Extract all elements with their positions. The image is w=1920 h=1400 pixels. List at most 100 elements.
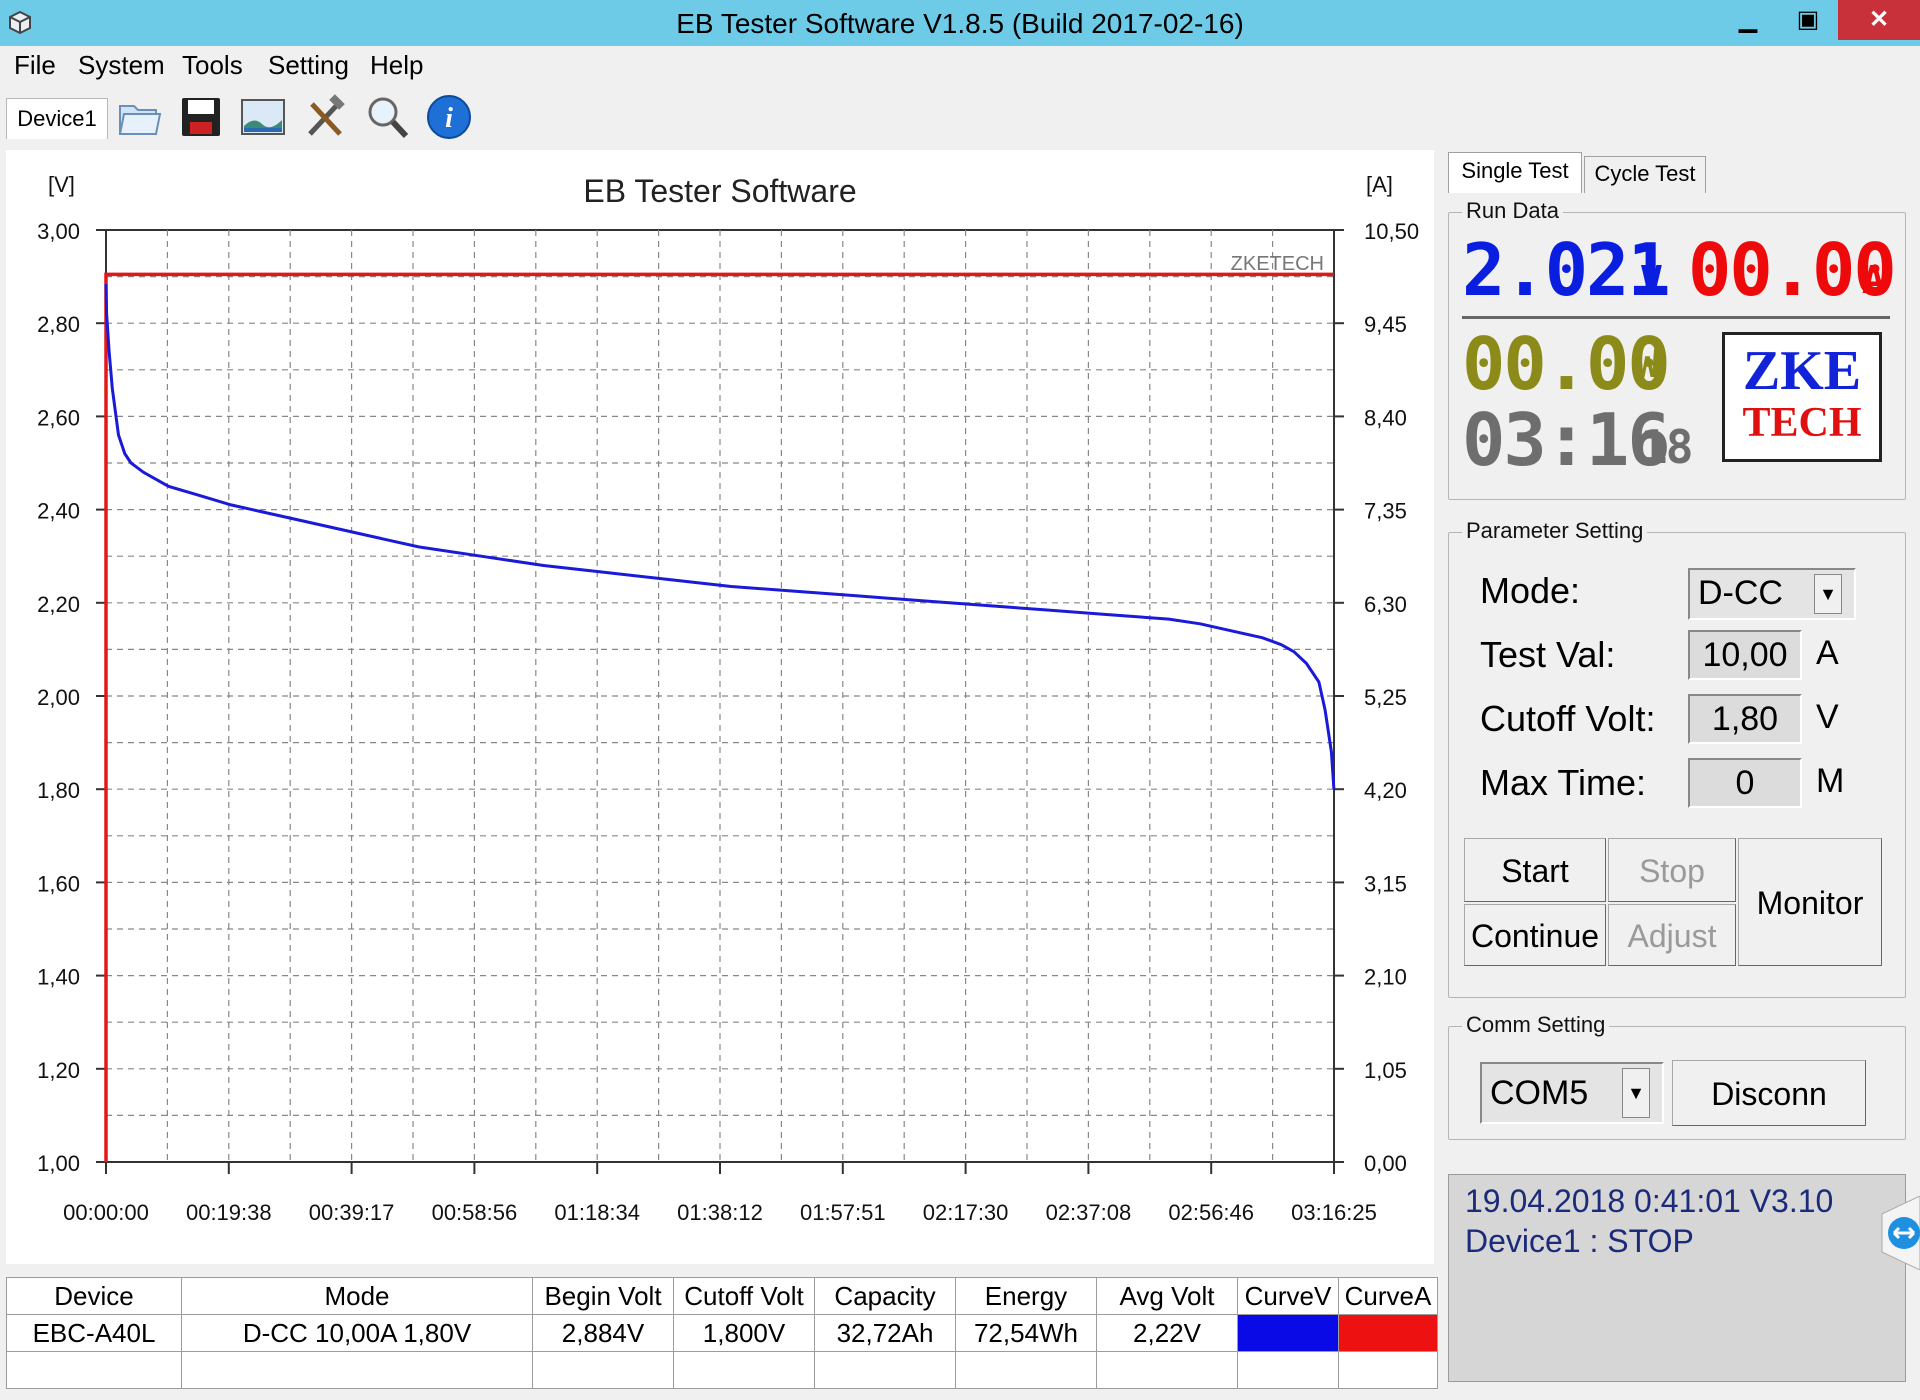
power-display: 00.00 xyxy=(1462,322,1671,406)
image-icon[interactable] xyxy=(238,92,288,142)
max-time-unit: M xyxy=(1816,762,1845,800)
logo-line-1: ZKE xyxy=(1742,340,1862,402)
cell-capacity: 32,72Ah xyxy=(814,1314,956,1352)
table-row-empty xyxy=(6,1351,1438,1389)
empty-cell xyxy=(1237,1351,1339,1389)
voltage-display: 2.021 xyxy=(1462,228,1671,312)
curve-a-color-swatch[interactable] xyxy=(1338,1314,1438,1352)
menu-setting[interactable]: Setting xyxy=(268,50,349,80)
app-icon xyxy=(9,10,31,35)
tab-cycle-test[interactable]: Cycle Test xyxy=(1584,156,1706,193)
header-capacity: Capacity xyxy=(814,1277,956,1315)
info-icon[interactable]: i xyxy=(424,92,474,142)
continue-button[interactable]: Continue xyxy=(1464,904,1606,966)
empty-cell xyxy=(532,1351,674,1389)
y-left-tick-label: 1,00 xyxy=(37,1151,80,1176)
start-button[interactable]: Start xyxy=(1464,838,1606,902)
table-header-row: Device Mode Begin Volt Cutoff Volt Capac… xyxy=(6,1277,1438,1315)
zketech-logo: ZKE TECH xyxy=(1722,332,1882,462)
minimize-button[interactable]: ▁ xyxy=(1738,6,1758,33)
y-left-tick-label: 2,80 xyxy=(37,312,80,337)
cutoff-volt-label: Cutoff Volt: xyxy=(1480,698,1656,739)
chart-watermark: ZKETECH xyxy=(1231,253,1324,275)
logo-line-2: TECH xyxy=(1742,400,1862,446)
max-time-field[interactable]: 0 xyxy=(1688,758,1802,808)
voltage-unit: V xyxy=(1640,258,1663,302)
cell-cutoff-volt: 1,800V xyxy=(673,1314,815,1352)
mode-label: Mode: xyxy=(1480,570,1581,611)
adjust-button[interactable]: Adjust xyxy=(1608,904,1736,966)
x-tick-label: 03:16:25 xyxy=(1291,1200,1377,1225)
menu-system[interactable]: System xyxy=(78,50,165,80)
y-left-tick-label: 1,40 xyxy=(37,965,80,990)
header-device: Device xyxy=(6,1277,182,1315)
monitor-button[interactable]: Monitor xyxy=(1738,838,1882,966)
y-right-tick-label: 0,00 xyxy=(1364,1151,1407,1176)
menu-bar: File System Tools Setting Help xyxy=(0,46,1920,86)
chart-panel: 3,00 2,80 2,60 2,40 2,20 2,00 1,80 1,60 1,40 1,20… xyxy=(6,150,1434,1264)
folder-icon[interactable] xyxy=(114,92,164,142)
max-time-label: Max Time: xyxy=(1480,762,1647,803)
empty-cell xyxy=(181,1351,533,1389)
menu-tools[interactable]: Tools xyxy=(182,50,243,80)
device-tab[interactable]: Device1 xyxy=(6,98,108,139)
tab-single-test[interactable]: Single Test xyxy=(1448,152,1582,193)
y-right-tick-label: 9,45 xyxy=(1364,312,1407,337)
disconnect-button[interactable]: Disconn xyxy=(1672,1060,1866,1126)
y-right-tick-label: 3,15 xyxy=(1364,871,1407,896)
x-tick-label: 00:19:38 xyxy=(186,1200,272,1225)
y-right-tick-label: 4,20 xyxy=(1364,778,1407,803)
stop-button[interactable]: Stop xyxy=(1608,838,1736,902)
empty-cell xyxy=(1096,1351,1238,1389)
current-display: 00.00 xyxy=(1688,228,1897,312)
mode-dropdown-arrow-icon[interactable]: ▼ xyxy=(1814,574,1842,614)
menu-file[interactable]: File xyxy=(14,50,56,80)
header-energy: Energy xyxy=(955,1277,1097,1315)
x-tick-label: 02:17:30 xyxy=(923,1200,1009,1225)
current-series-line xyxy=(104,272,1334,1162)
comm-setting-label: Comm Setting xyxy=(1462,1012,1610,1038)
voltage-series-line xyxy=(104,284,1336,790)
y-left-tick-label: 2,20 xyxy=(37,592,80,617)
header-curve-a: CurveA xyxy=(1338,1277,1438,1315)
svg-text:i: i xyxy=(445,103,453,134)
remote-control-icon[interactable] xyxy=(1872,1196,1920,1270)
com-port-dropdown-arrow-icon[interactable]: ▼ xyxy=(1622,1068,1650,1118)
x-tick-label: 01:57:51 xyxy=(800,1200,886,1225)
current-unit: A xyxy=(1862,258,1885,302)
status-device-state: Device1 : STOP xyxy=(1465,1223,1694,1259)
y-left-tick-label: 1,20 xyxy=(37,1058,80,1083)
maximize-button[interactable]: ▣ xyxy=(1796,6,1820,33)
cell-avg-volt: 2,22V xyxy=(1096,1314,1238,1352)
cell-mode: D-CC 10,00A 1,80V xyxy=(181,1314,533,1352)
empty-cell xyxy=(6,1351,182,1389)
cell-device: EBC-A40L xyxy=(6,1314,182,1352)
title-bar: EB Tester Software V1.8.5 (Build 2017-02… xyxy=(0,0,1920,46)
elapsed-time-display: 03:16 xyxy=(1462,398,1671,482)
save-icon[interactable] xyxy=(176,92,226,142)
header-avg-volt: Avg Volt xyxy=(1096,1277,1238,1315)
cell-begin-volt: 2,884V xyxy=(532,1314,674,1352)
test-value-unit: A xyxy=(1816,634,1839,672)
run-data-divider xyxy=(1462,316,1890,319)
table-row[interactable]: EBC-A40L D-CC 10,00A 1,80V 2,884V 1,800V… xyxy=(6,1314,1438,1352)
y-right-tick-label: 5,25 xyxy=(1364,685,1407,710)
status-box: 19.04.2018 0:41:01 V3.10 Device1 : STOP xyxy=(1448,1174,1906,1382)
cutoff-volt-field[interactable]: 1,80 xyxy=(1688,694,1802,744)
header-curve-v: CurveV xyxy=(1237,1277,1339,1315)
empty-cell xyxy=(673,1351,815,1389)
tools-icon[interactable] xyxy=(300,92,350,142)
header-cutoff-volt: Cutoff Volt xyxy=(673,1277,815,1315)
menu-help[interactable]: Help xyxy=(370,50,424,80)
curve-v-color-swatch[interactable] xyxy=(1237,1314,1339,1352)
results-table: Device Mode Begin Volt Cutoff Volt Capac… xyxy=(6,1277,1438,1389)
y-left-unit: [V] xyxy=(48,172,75,197)
header-mode: Mode xyxy=(181,1277,533,1315)
test-value-field[interactable]: 10,00 xyxy=(1688,630,1802,680)
y-right-tick-label: 2,10 xyxy=(1364,965,1407,990)
search-icon[interactable] xyxy=(362,92,412,142)
window-title: EB Tester Software V1.8.5 (Build 2017-02… xyxy=(676,8,1244,39)
y-left-tick-label: 2,00 xyxy=(37,685,80,710)
close-button[interactable]: ✕ xyxy=(1838,0,1920,40)
y-right-tick-label: 6,30 xyxy=(1364,592,1407,617)
